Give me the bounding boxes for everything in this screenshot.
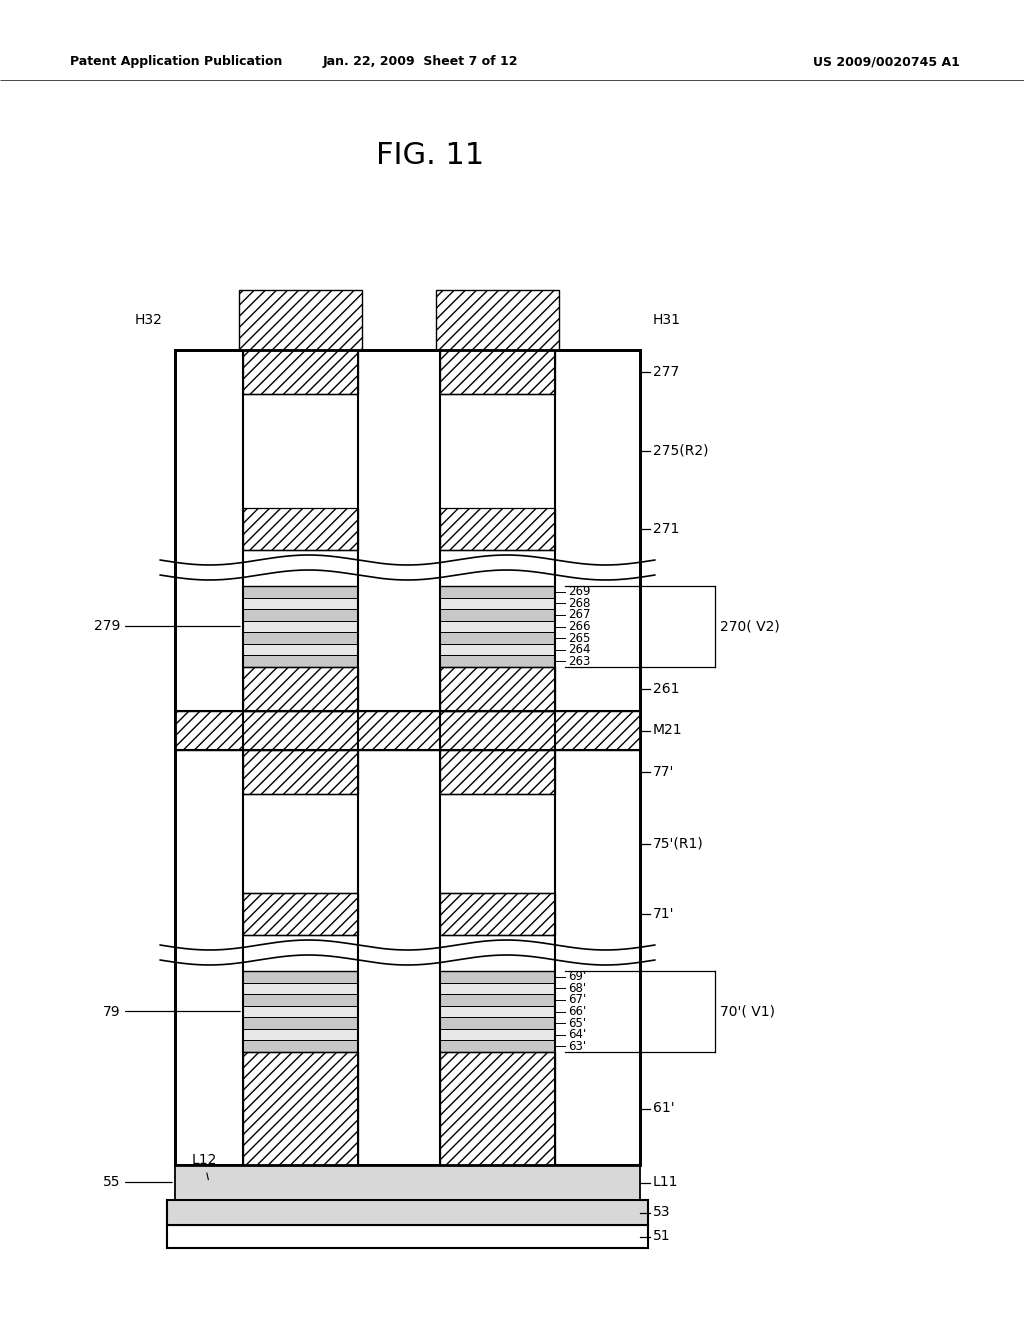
Text: 71': 71': [653, 907, 675, 921]
Text: 75'(R1): 75'(R1): [653, 837, 703, 850]
Bar: [440, 632, 555, 644]
Bar: [243, 350, 358, 393]
Text: Jan. 22, 2009  Sheet 7 of 12: Jan. 22, 2009 Sheet 7 of 12: [323, 55, 518, 69]
Bar: [440, 1006, 555, 1018]
Text: L11: L11: [653, 1176, 679, 1189]
Text: 66': 66': [568, 1005, 587, 1018]
Text: 69': 69': [568, 970, 587, 983]
Bar: [175, 1166, 640, 1200]
Bar: [243, 656, 358, 667]
Text: L12: L12: [191, 1154, 217, 1180]
Bar: [440, 1052, 555, 1166]
Bar: [175, 350, 640, 1166]
Bar: [243, 1028, 358, 1040]
Bar: [440, 620, 555, 632]
Text: 275(R2): 275(R2): [653, 444, 709, 458]
Text: H32: H32: [134, 313, 162, 327]
Bar: [243, 620, 358, 632]
Text: 266: 266: [568, 620, 591, 634]
Text: 268: 268: [568, 597, 591, 610]
Bar: [436, 290, 559, 350]
Text: 65': 65': [568, 1016, 586, 1030]
Bar: [243, 894, 358, 935]
Text: 70'( V1): 70'( V1): [720, 1005, 775, 1019]
Bar: [243, 1006, 358, 1018]
Bar: [175, 350, 640, 1166]
Bar: [243, 1052, 358, 1166]
Bar: [440, 972, 555, 982]
Bar: [440, 508, 555, 550]
Bar: [440, 586, 555, 598]
Bar: [243, 1040, 358, 1052]
Bar: [440, 656, 555, 667]
Bar: [243, 644, 358, 656]
Bar: [167, 1225, 648, 1247]
Text: 77': 77': [653, 766, 675, 779]
Bar: [243, 994, 358, 1006]
Text: 53: 53: [653, 1205, 671, 1220]
Bar: [440, 1040, 555, 1052]
Text: 264: 264: [568, 643, 591, 656]
Text: 279: 279: [93, 619, 241, 634]
Bar: [243, 982, 358, 994]
Bar: [440, 644, 555, 656]
Bar: [167, 1200, 648, 1225]
Bar: [440, 982, 555, 994]
Text: 64': 64': [568, 1028, 587, 1041]
Bar: [243, 1018, 358, 1028]
Bar: [440, 350, 555, 393]
Text: 68': 68': [568, 982, 586, 995]
Text: 63': 63': [568, 1040, 586, 1053]
Text: 55: 55: [102, 1176, 172, 1189]
Bar: [175, 711, 640, 750]
Text: 67': 67': [568, 994, 587, 1006]
Text: 51: 51: [653, 1229, 671, 1243]
Bar: [440, 750, 555, 795]
Bar: [243, 586, 358, 598]
Text: Patent Application Publication: Patent Application Publication: [70, 55, 283, 69]
Bar: [243, 667, 358, 711]
Text: FIG. 11: FIG. 11: [376, 140, 484, 169]
Text: 270( V2): 270( V2): [720, 619, 779, 634]
Bar: [440, 609, 555, 620]
Text: M21: M21: [653, 723, 683, 738]
Bar: [243, 750, 358, 795]
Bar: [440, 894, 555, 935]
Bar: [243, 632, 358, 644]
Bar: [243, 508, 358, 550]
Bar: [440, 1028, 555, 1040]
Text: 79: 79: [102, 1005, 241, 1019]
Text: H31: H31: [653, 313, 681, 327]
Bar: [243, 609, 358, 620]
Text: 271: 271: [653, 521, 679, 536]
Bar: [440, 667, 555, 711]
Bar: [243, 598, 358, 609]
Text: 61': 61': [653, 1101, 675, 1115]
Text: 265: 265: [568, 631, 591, 644]
Text: 261: 261: [653, 682, 680, 696]
Bar: [440, 1018, 555, 1028]
Bar: [440, 994, 555, 1006]
Text: 267: 267: [568, 609, 591, 622]
Bar: [239, 290, 362, 350]
Text: 263: 263: [568, 655, 591, 668]
Bar: [243, 972, 358, 982]
Text: 269: 269: [568, 585, 591, 598]
Text: 277: 277: [653, 366, 679, 379]
Text: US 2009/0020745 A1: US 2009/0020745 A1: [813, 55, 961, 69]
Bar: [440, 598, 555, 609]
